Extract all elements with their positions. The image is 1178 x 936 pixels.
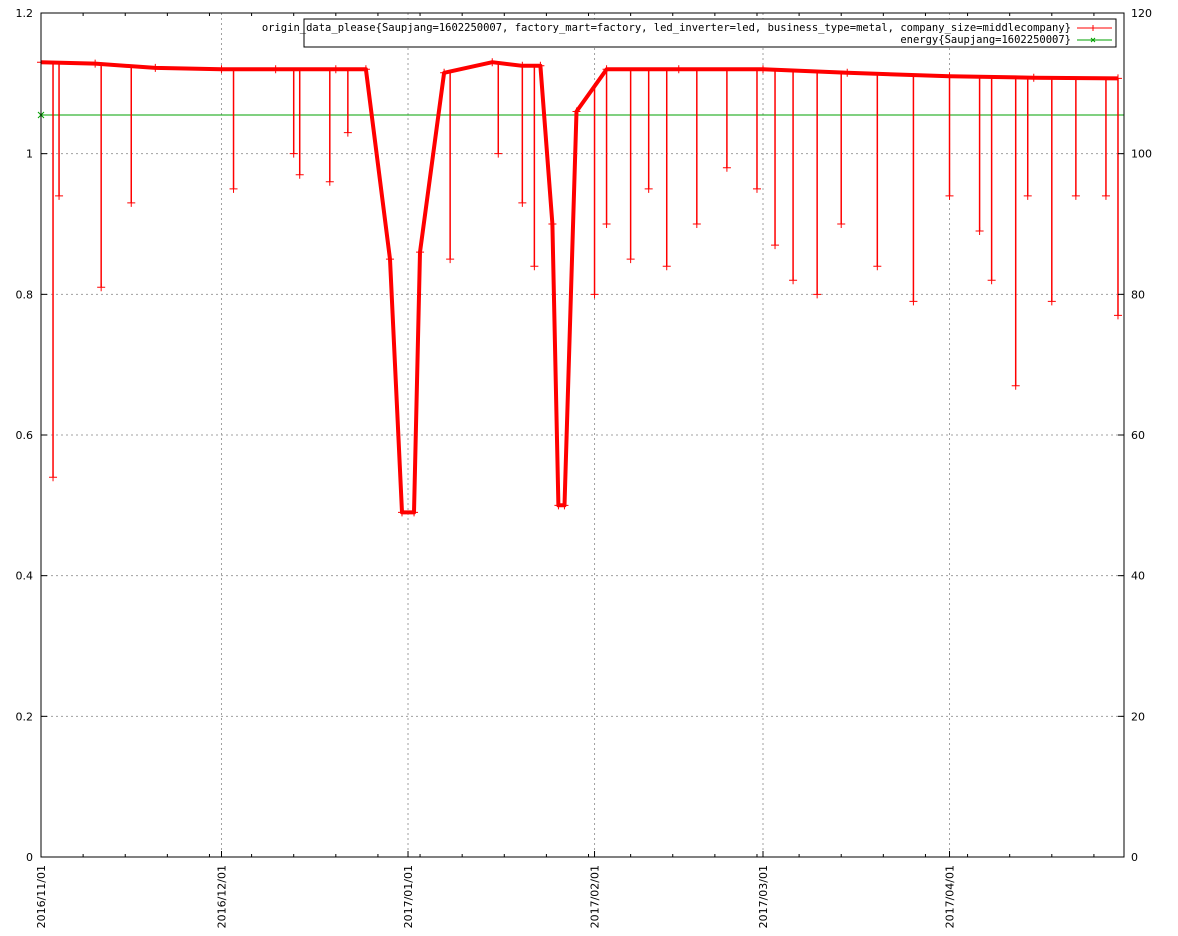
x-tick-label: 2016/11/01 — [35, 865, 48, 928]
series-origin-spike-point — [873, 262, 882, 271]
series-origin-spike-point — [644, 184, 653, 193]
series-origin-point — [361, 65, 370, 74]
series-origin-point — [843, 68, 852, 77]
legend-label-series-1: origin_data_please{Saupjang=1602250007, … — [262, 22, 1071, 34]
series-origin-point — [331, 65, 340, 74]
series-origin-spike-point — [1023, 191, 1032, 200]
y2-tick-label: 40 — [1131, 570, 1145, 583]
series-origin-spike-point — [752, 184, 761, 193]
series-origin-spike-point — [1113, 311, 1122, 320]
y2-tick-label: 20 — [1131, 710, 1145, 723]
series-origin-point — [572, 107, 581, 116]
series-origin-spike-point — [789, 276, 798, 285]
y-tick-label: 0.6 — [16, 429, 34, 442]
series-origin-spike-point — [602, 220, 611, 228]
series-origin-spike-point — [662, 262, 671, 271]
legend-layer: origin_data_please{Saupjang=1602250007, … — [262, 18, 1117, 48]
series-origin-spike-point — [446, 255, 455, 264]
y-tick-label: 1.2 — [16, 7, 34, 20]
series-origin-spike-point — [325, 177, 334, 186]
x-tick-label: 2017/04/01 — [944, 865, 957, 928]
y2-tick-label: 0 — [1131, 851, 1138, 864]
series-origin-point — [548, 220, 557, 228]
series-origin-spike-point — [590, 290, 599, 299]
y2-tick-label: 60 — [1131, 429, 1145, 442]
series-origin-point — [416, 248, 425, 257]
series-origin-point — [759, 65, 767, 74]
series-origin-spike-point — [1101, 191, 1110, 200]
y-tick-label: 0 — [26, 851, 33, 864]
series-origin-spike-point — [49, 473, 58, 482]
y-tick-label: 0.2 — [16, 710, 34, 723]
y-tick-label: 1 — [26, 148, 33, 161]
series-origin-spike-point — [813, 290, 822, 299]
legend-label-series-2: energy{Saupjang=1602250007} — [900, 34, 1071, 46]
series-origin-spike-point — [771, 241, 780, 250]
series-origin-spike-point — [1047, 297, 1056, 306]
series-origin-spike-point — [909, 297, 918, 306]
series-origin-point — [91, 59, 100, 68]
series-origin-spike-point — [530, 262, 539, 271]
x-tick-label: 2017/02/01 — [589, 865, 602, 928]
series-origin-spike-point — [626, 255, 635, 264]
series-origin-spike-point — [229, 184, 238, 193]
series-origin-spike-point — [494, 149, 503, 158]
legend-marker-series-2 — [1090, 37, 1096, 43]
series-origin-point — [674, 65, 683, 74]
y-tick-label: 0.4 — [16, 570, 34, 583]
series-origin-spike-point — [975, 227, 984, 236]
series-origin-point — [440, 68, 449, 77]
series-origin-point — [536, 61, 545, 70]
x-tick-label: 2016/12/01 — [216, 865, 229, 928]
series-origin-point — [385, 255, 394, 264]
series-origin-line — [40, 60, 1119, 515]
series-origin-spike-point — [295, 170, 304, 179]
series-origin-spike-point — [518, 198, 527, 207]
y-tick-label: 0.8 — [16, 288, 34, 301]
x-tick-label: 2017/03/01 — [757, 865, 770, 928]
series-origin-point — [217, 65, 226, 74]
series-origin-point — [271, 65, 280, 74]
series-origin-point — [488, 58, 497, 67]
tick-layer: 0 0.2 0.4 0.6 0.8 1 1.2 0 20 40 60 80 100 120 2016/11/… — [16, 7, 1153, 928]
series-origin-point — [151, 63, 160, 72]
grid-layer — [41, 13, 1124, 857]
legend-marker-series-1 — [1090, 25, 1096, 31]
series-origin-point — [1029, 73, 1038, 82]
series-origin-spike-point — [55, 191, 64, 200]
y2-tick-label: 80 — [1131, 288, 1145, 301]
series-origin-point — [410, 508, 419, 517]
series-origin-spike-point — [722, 163, 731, 172]
series-origin-point — [398, 508, 406, 517]
series-origin-spike-point — [343, 128, 352, 137]
series-origin-spike-point — [837, 220, 846, 228]
legend-box — [303, 18, 1117, 48]
series-origin-spike-point — [127, 198, 136, 207]
y2-tick-label: 120 — [1131, 7, 1152, 20]
plot-layer — [37, 58, 1124, 517]
series-origin-point — [560, 501, 569, 510]
series-origin-spike-point — [1011, 381, 1020, 390]
series-origin-spike-point — [1071, 191, 1080, 200]
x-tick-label: 2017/01/01 — [402, 865, 415, 928]
series-origin-spike-point — [289, 149, 298, 158]
y2-tick-label: 100 — [1131, 148, 1152, 161]
series-origin-spike-point — [945, 191, 954, 200]
series-origin-spike-point — [987, 276, 996, 285]
series-origin-spike-point — [97, 283, 106, 292]
series-origin-spike-point — [692, 220, 701, 228]
